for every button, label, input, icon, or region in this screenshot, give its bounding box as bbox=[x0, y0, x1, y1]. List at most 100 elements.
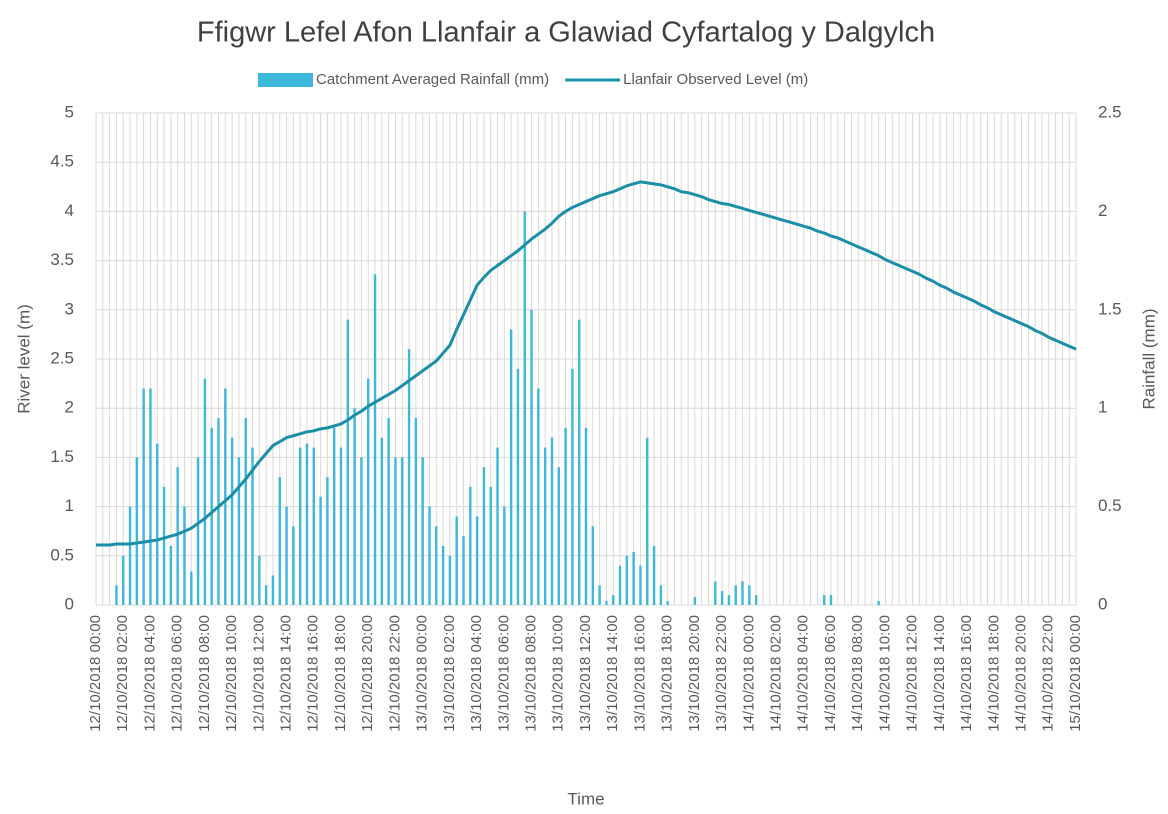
x-tick-label: 12/10/2018 08:00 bbox=[196, 615, 213, 732]
bar bbox=[346, 319, 350, 605]
bar bbox=[190, 571, 193, 605]
legend-swatch bbox=[258, 73, 313, 87]
x-tick-label: 14/10/2018 22:00 bbox=[1040, 615, 1057, 732]
bar bbox=[822, 595, 826, 605]
bar bbox=[196, 457, 200, 605]
x-tick-label: 12/10/2018 20:00 bbox=[359, 615, 376, 732]
x-tick-label: 13/10/2018 10:00 bbox=[550, 615, 567, 732]
x-tick-label: 14/10/2018 00:00 bbox=[740, 615, 757, 732]
bar bbox=[414, 418, 418, 605]
bar bbox=[714, 581, 717, 605]
bar bbox=[659, 585, 663, 605]
x-tick-label: 14/10/2018 20:00 bbox=[1013, 615, 1030, 732]
bar bbox=[224, 388, 227, 605]
bar bbox=[537, 388, 540, 605]
x-tick-label: 12/10/2018 04:00 bbox=[141, 615, 158, 732]
y-tick-label: 1.5 bbox=[50, 447, 74, 466]
x-tick-label: 13/10/2018 18:00 bbox=[659, 615, 676, 732]
bar bbox=[435, 526, 438, 605]
x-tick-label: 12/10/2018 00:00 bbox=[87, 615, 104, 732]
x-tick-label: 12/10/2018 18:00 bbox=[332, 615, 349, 732]
bar bbox=[176, 467, 179, 605]
bar bbox=[503, 506, 506, 605]
x-tick-label: 13/10/2018 14:00 bbox=[604, 615, 621, 732]
bar bbox=[428, 506, 431, 605]
bar bbox=[183, 506, 186, 605]
bar bbox=[285, 506, 288, 605]
legend-label: Catchment Averaged Rainfall (mm) bbox=[316, 71, 549, 88]
bar bbox=[666, 601, 669, 605]
bar bbox=[142, 388, 145, 605]
y-tick-label: 3 bbox=[65, 299, 74, 318]
bar bbox=[455, 516, 458, 605]
x-tick-label: 12/10/2018 22:00 bbox=[386, 615, 403, 732]
x-tick-label: 14/10/2018 06:00 bbox=[822, 615, 839, 732]
bar bbox=[326, 477, 329, 605]
line bbox=[96, 180, 1077, 547]
x-tick-label: 13/10/2018 16:00 bbox=[631, 615, 648, 732]
bar bbox=[156, 443, 159, 605]
y-tick-label: 2 bbox=[65, 398, 74, 417]
bar bbox=[482, 467, 486, 605]
y-tick-label: 0.5 bbox=[50, 545, 74, 564]
bar bbox=[278, 477, 281, 605]
bar bbox=[149, 388, 152, 605]
bar bbox=[401, 457, 404, 605]
bar bbox=[877, 601, 880, 605]
x-tick-label: 14/10/2018 10:00 bbox=[876, 615, 893, 732]
bar bbox=[319, 496, 322, 605]
legend-label: Llanfair Observed Level (m) bbox=[623, 71, 808, 88]
y-tick-label: 4 bbox=[65, 201, 74, 220]
bar bbox=[632, 551, 635, 605]
bar bbox=[380, 437, 384, 605]
x-tick-label: 12/10/2018 10:00 bbox=[223, 615, 240, 732]
y2-tick-label: 0.5 bbox=[1098, 496, 1122, 515]
bar bbox=[237, 457, 241, 605]
x-axis-title: Time bbox=[567, 789, 604, 808]
x-tick-label: 13/10/2018 06:00 bbox=[495, 615, 512, 732]
x-tick-label: 14/10/2018 16:00 bbox=[958, 615, 975, 732]
bar bbox=[625, 555, 629, 605]
bar bbox=[577, 319, 581, 605]
bar bbox=[373, 274, 377, 605]
bar bbox=[734, 585, 737, 605]
bar bbox=[639, 565, 642, 605]
bar bbox=[516, 368, 520, 605]
bar bbox=[394, 457, 397, 605]
bar bbox=[748, 585, 751, 605]
bar bbox=[169, 545, 173, 605]
x-tick-label: 13/10/2018 04:00 bbox=[468, 615, 485, 732]
y2-tick-label: 2.5 bbox=[1098, 102, 1122, 121]
bar bbox=[720, 591, 724, 605]
x-tick-label: 12/10/2018 06:00 bbox=[169, 615, 186, 732]
bar bbox=[741, 581, 744, 605]
bar bbox=[353, 408, 356, 605]
x-tick-label: 14/10/2018 14:00 bbox=[931, 615, 948, 732]
x-tick-label: 12/10/2018 14:00 bbox=[278, 615, 295, 732]
y-tick-label: 4.5 bbox=[50, 152, 74, 171]
bar bbox=[523, 211, 526, 605]
bar bbox=[367, 378, 370, 605]
bar bbox=[135, 457, 139, 605]
bar bbox=[244, 418, 247, 605]
x-tick-label: 12/10/2018 12:00 bbox=[250, 615, 267, 732]
y2-tick-label: 1 bbox=[1098, 398, 1107, 417]
bar bbox=[571, 368, 574, 605]
bar bbox=[550, 437, 554, 605]
y-tick-label: 1 bbox=[65, 496, 74, 515]
bar bbox=[339, 447, 343, 605]
x-tick-label: 13/10/2018 20:00 bbox=[686, 615, 703, 732]
bar bbox=[530, 309, 533, 605]
bar bbox=[264, 585, 268, 605]
bar bbox=[462, 536, 465, 605]
x-tick-label: 13/10/2018 08:00 bbox=[523, 615, 540, 732]
bar bbox=[612, 595, 615, 605]
bar bbox=[162, 486, 166, 605]
bar bbox=[332, 427, 336, 605]
bar bbox=[203, 378, 207, 605]
bar bbox=[509, 329, 513, 605]
bar bbox=[489, 486, 492, 605]
bar bbox=[217, 418, 220, 605]
bar bbox=[421, 457, 424, 605]
